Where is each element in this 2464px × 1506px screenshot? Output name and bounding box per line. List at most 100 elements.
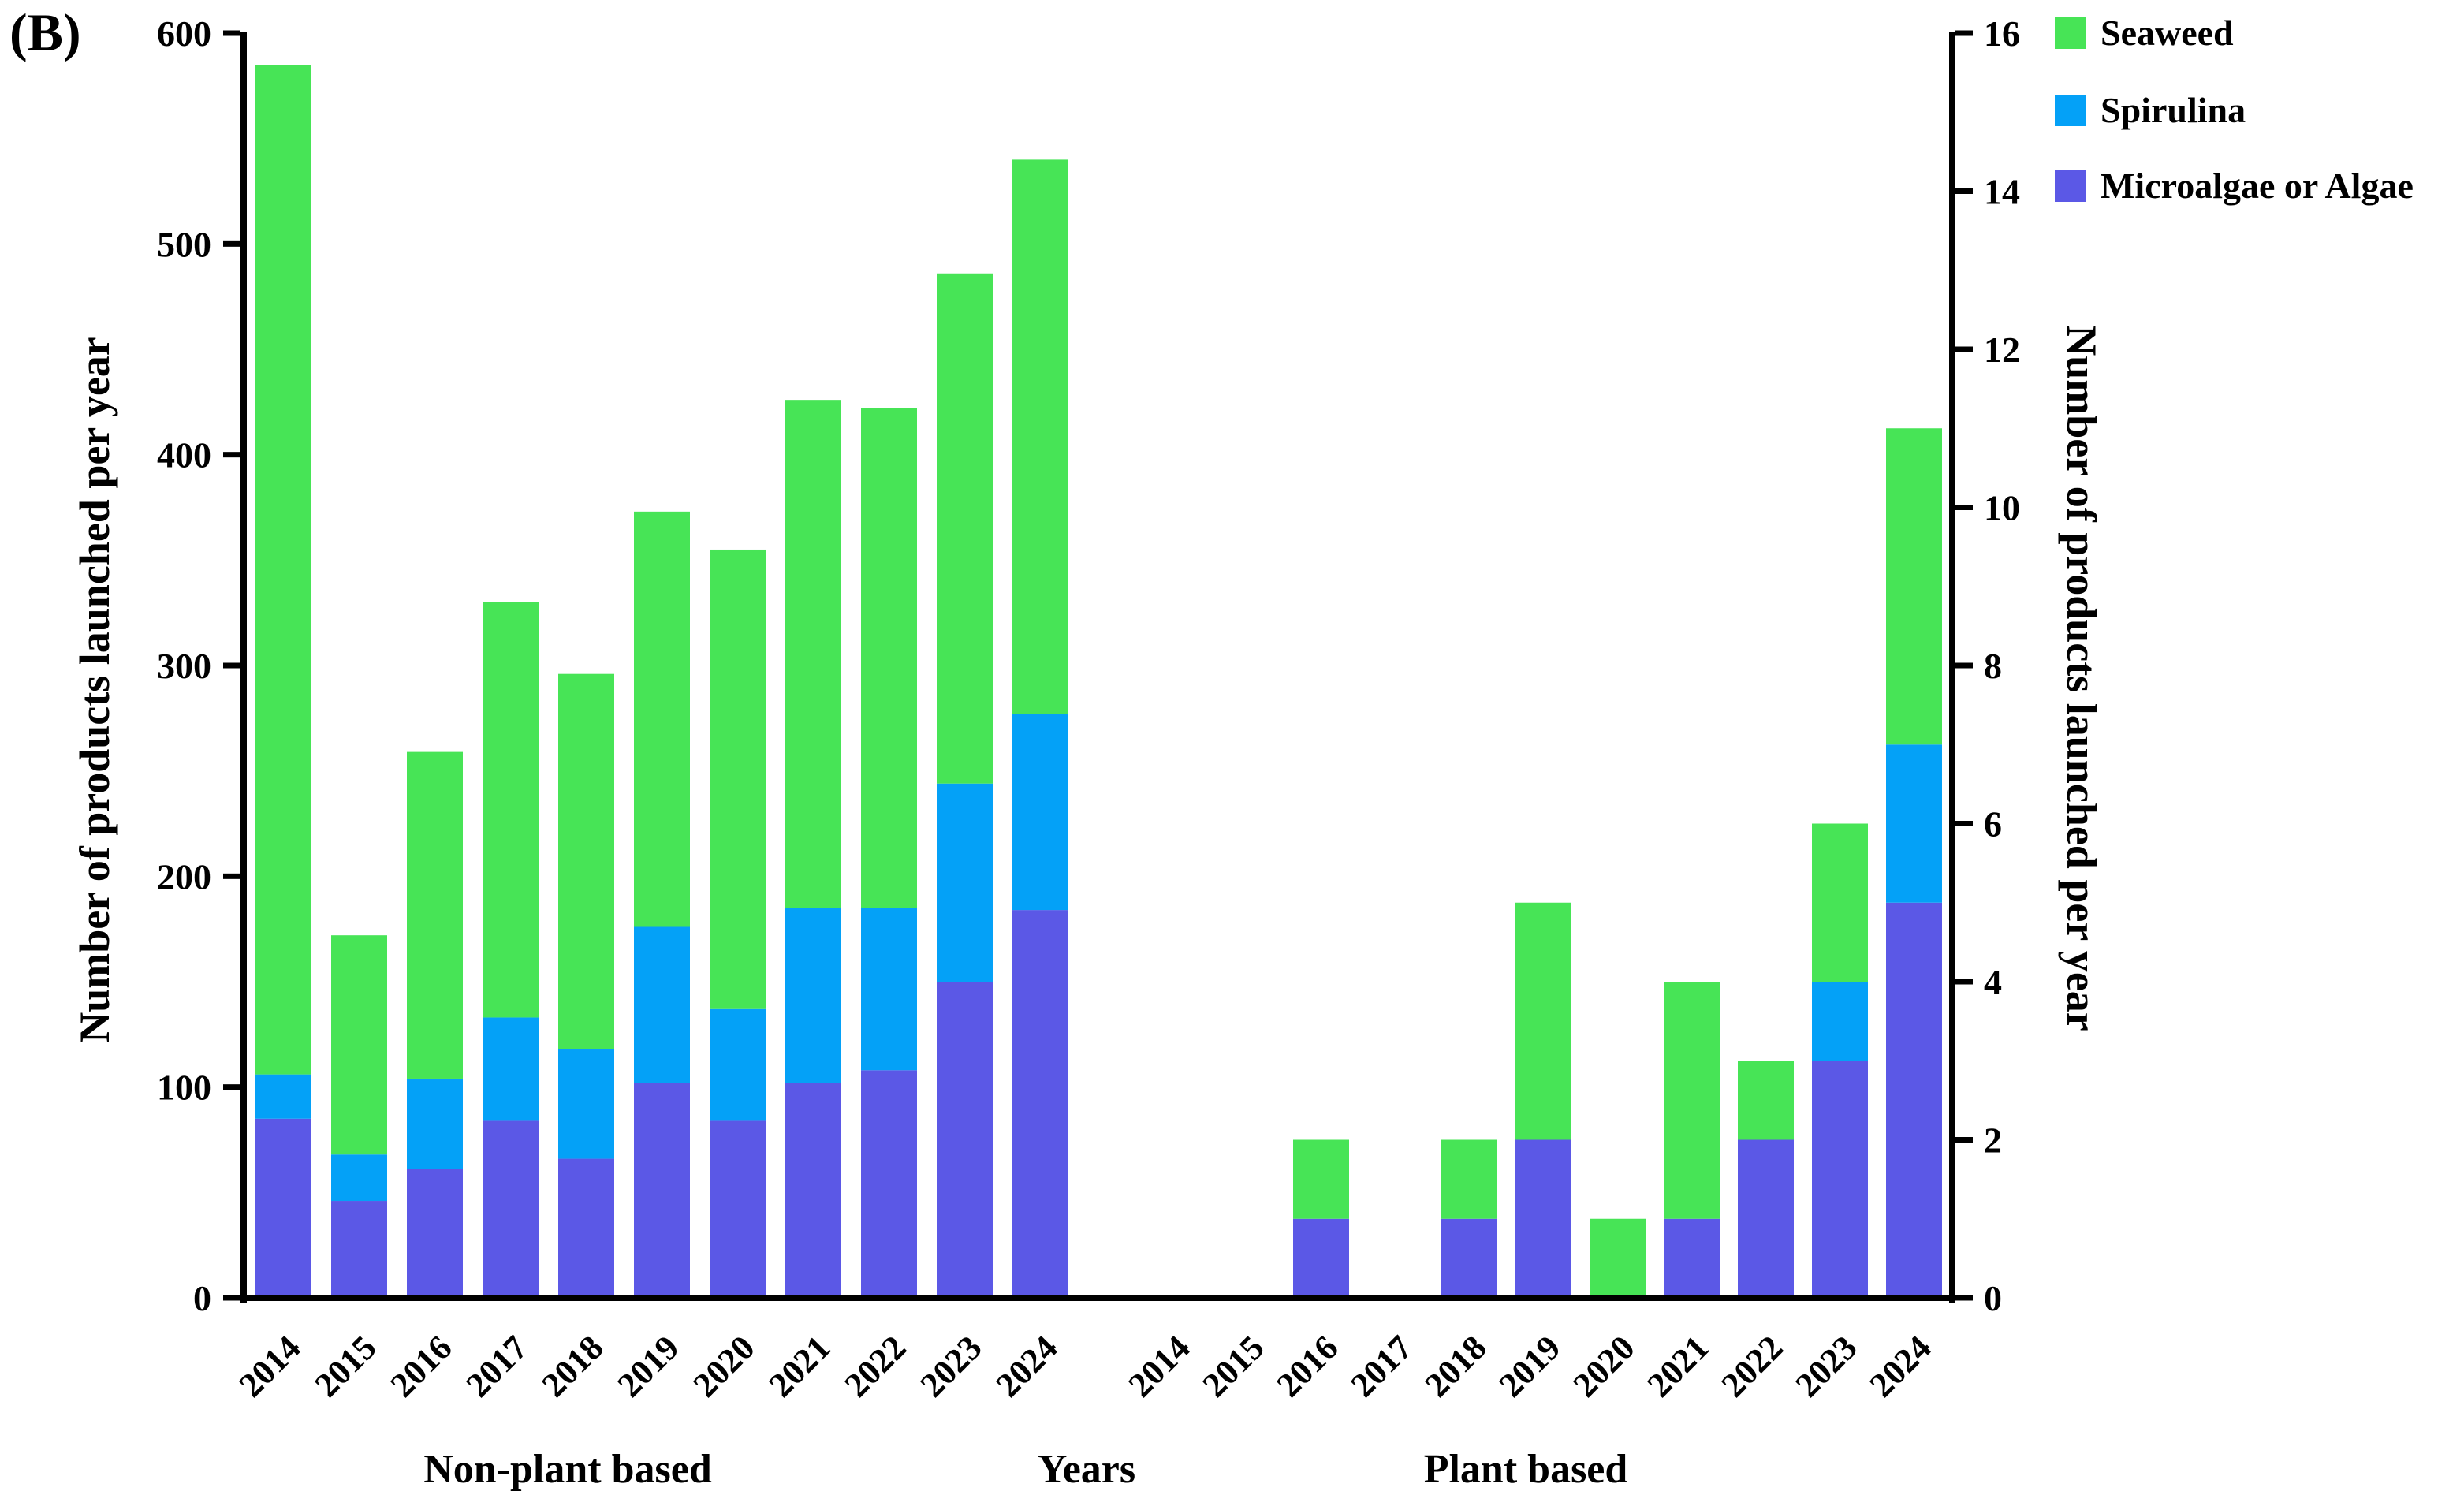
bar-segment-plant-based-2023-microalgae-or-algae: [1812, 1061, 1868, 1298]
right-axis-tick-label-16: 16: [1984, 13, 2020, 54]
left-axis-tick-label-500: 500: [157, 224, 211, 264]
x-tick-label-non-plant-based-2019: 2019: [610, 1328, 687, 1404]
axes-layer: [223, 30, 1973, 1303]
bar-segment-non-plant-based-2016-seaweed: [407, 751, 463, 1079]
bar-segment-non-plant-based-2015-microalgae-or-algae: [331, 1201, 387, 1298]
bar-segment-non-plant-based-2022-seaweed: [861, 408, 917, 908]
x-tick-label-plant-based-2021: 2021: [1640, 1328, 1717, 1404]
bar-segment-plant-based-2019-seaweed: [1515, 902, 1571, 1140]
right-axis-tick-label-12: 12: [1984, 330, 2020, 370]
bar-segment-plant-based-2023-spirulina: [1812, 982, 1868, 1061]
left-axis-tick-500: [223, 240, 240, 247]
bar-segment-plant-based-2016-seaweed: [1293, 1139, 1349, 1219]
bar-segment-non-plant-based-2015-spirulina: [331, 1154, 387, 1202]
x-tick-label-plant-based-2024: 2024: [1862, 1328, 1939, 1404]
right-axis-tick-label-8: 8: [1984, 646, 2002, 686]
x-tick-label-plant-based-2023: 2023: [1788, 1328, 1865, 1404]
bar-segment-plant-based-2018-microalgae-or-algae: [1441, 1218, 1497, 1298]
right-axis-tick-14: [1955, 188, 1973, 194]
right-axis-tick-label-2: 2: [1984, 1120, 2002, 1161]
x-tick-label-non-plant-based-2020: 2020: [686, 1328, 762, 1404]
right-axis-tick-6: [1955, 821, 1973, 826]
bars-layer: [255, 65, 1942, 1298]
x-tick-label-plant-based-2019: 2019: [1492, 1328, 1568, 1404]
legend-swatch-spirulina: [2055, 95, 2086, 126]
panel-label: (B): [9, 2, 81, 62]
x-tick-label-plant-based-2016: 2016: [1269, 1328, 1346, 1404]
bar-segment-plant-based-2021-seaweed: [1664, 982, 1720, 1219]
x-tick-label-non-plant-based-2014: 2014: [232, 1328, 308, 1404]
bar-segment-non-plant-based-2017-seaweed: [483, 602, 539, 1018]
right-axis-tick-4: [1955, 979, 1973, 985]
right-axis-tick-label-4: 4: [1984, 962, 2002, 1002]
x-tick-label-non-plant-based-2015: 2015: [308, 1328, 384, 1404]
bar-segment-non-plant-based-2018-microalgae-or-algae: [558, 1158, 614, 1298]
bar-segment-non-plant-based-2016-microalgae-or-algae: [407, 1169, 463, 1298]
bar-segment-non-plant-based-2018-spirulina: [558, 1049, 614, 1159]
tick-label-layer: 0 100 200 300 400 500 600 0 2 4 6 8 10 12 14 16: [157, 13, 2020, 1318]
bar-segment-non-plant-based-2015-seaweed: [331, 935, 387, 1155]
x-tick-label-non-plant-based-2017: 2017: [459, 1328, 535, 1404]
left-axis-tick-label-300: 300: [157, 646, 211, 686]
bar-segment-non-plant-based-2022-spirulina: [861, 908, 917, 1071]
year-label-layer: 2014 2015 2016 2017 2018 2019 2020 2021 2022 2023…: [232, 1328, 1939, 1404]
left-axis-tick-label-100: 100: [157, 1068, 211, 1108]
bar-segment-non-plant-based-2023-microalgae-or-algae: [937, 982, 993, 1298]
bar-segment-non-plant-based-2014-seaweed: [255, 65, 311, 1075]
bar-segment-non-plant-based-2017-microalgae-or-algae: [483, 1120, 539, 1298]
bar-segment-plant-based-2019-microalgae-or-algae: [1515, 1139, 1571, 1298]
right-axis-tick-label-0: 0: [1984, 1278, 2002, 1318]
x-axis-spine: [240, 1295, 1955, 1301]
bar-segment-non-plant-based-2019-microalgae-or-algae: [634, 1083, 690, 1298]
right-axis-tick-0: [1955, 1295, 1973, 1301]
x-tick-label-non-plant-based-2021: 2021: [762, 1328, 838, 1404]
bar-segment-plant-based-2023-seaweed: [1812, 823, 1868, 982]
left-axis-tick-600: [223, 30, 240, 36]
x-tick-label-non-plant-based-2018: 2018: [535, 1328, 611, 1404]
left-axis-tick-label-400: 400: [157, 435, 211, 475]
bar-segment-non-plant-based-2020-spirulina: [710, 1008, 766, 1121]
right-y-axis-spine: [1949, 32, 1955, 1303]
right-axis-tick-label-6: 6: [1984, 804, 2002, 844]
right-axis-tick-label-14: 14: [1984, 172, 2020, 212]
legend-swatch-seaweed: [2055, 17, 2086, 49]
legend-label-microalgae: Microalgae or Algae: [2101, 166, 2414, 206]
right-axis-title-text: Number of products launched per year: [2058, 325, 2105, 1031]
bar-segment-plant-based-2024-seaweed: [1886, 428, 1942, 745]
bar-segment-non-plant-based-2023-seaweed: [937, 273, 993, 784]
bar-segment-non-plant-based-2019-spirulina: [634, 926, 690, 1083]
x-tick-label-plant-based-2017: 2017: [1344, 1328, 1420, 1404]
right-axis-tick-10: [1955, 505, 1973, 510]
bar-segment-non-plant-based-2024-spirulina: [1012, 714, 1068, 911]
right-axis-tick-label-10: 10: [1984, 488, 2020, 528]
bar-segment-non-plant-based-2022-microalgae-or-algae: [861, 1070, 917, 1298]
legend-swatch-microalgae: [2055, 170, 2086, 202]
right-axis-tick-16: [1955, 30, 1973, 36]
bar-segment-non-plant-based-2023-spirulina: [937, 783, 993, 982]
bar-segment-non-plant-based-2024-microalgae-or-algae: [1012, 910, 1068, 1298]
bar-segment-non-plant-based-2019-seaweed: [634, 511, 690, 927]
legend-item-seaweed: Seaweed: [2055, 14, 2234, 52]
right-axis-tick-12: [1955, 346, 1973, 352]
left-axis-tick-label-200: 200: [157, 856, 211, 897]
legend-item-spirulina: Spirulina: [2055, 91, 2246, 129]
x-tick-label-non-plant-based-2022: 2022: [837, 1328, 914, 1404]
bar-segment-plant-based-2021-microalgae-or-algae: [1664, 1218, 1720, 1298]
group-caption-plant-based: Plant based: [1423, 1447, 1628, 1492]
bar-segment-non-plant-based-2020-seaweed: [710, 549, 766, 1009]
x-tick-label-plant-based-2020: 2020: [1566, 1328, 1642, 1404]
x-tick-label-plant-based-2022: 2022: [1714, 1328, 1791, 1404]
group-caption-non-plant-based: Non-plant based: [423, 1447, 712, 1492]
left-axis-tick-300: [223, 662, 240, 669]
legend-label-seaweed: Seaweed: [2101, 13, 2234, 53]
left-axis-title-text: Number of products launched per year: [71, 337, 118, 1043]
left-axis-tick-200: [223, 873, 240, 879]
bar-segment-non-plant-based-2021-spirulina: [785, 908, 841, 1083]
x-tick-label-plant-based-2018: 2018: [1418, 1328, 1494, 1404]
x-axis-title: Years: [1037, 1447, 1136, 1492]
x-tick-label-non-plant-based-2024: 2024: [989, 1328, 1065, 1404]
bar-segment-non-plant-based-2021-microalgae-or-algae: [785, 1083, 841, 1298]
bar-segment-plant-based-2024-spirulina: [1886, 744, 1942, 903]
bar-segment-plant-based-2022-microalgae-or-algae: [1738, 1139, 1794, 1298]
